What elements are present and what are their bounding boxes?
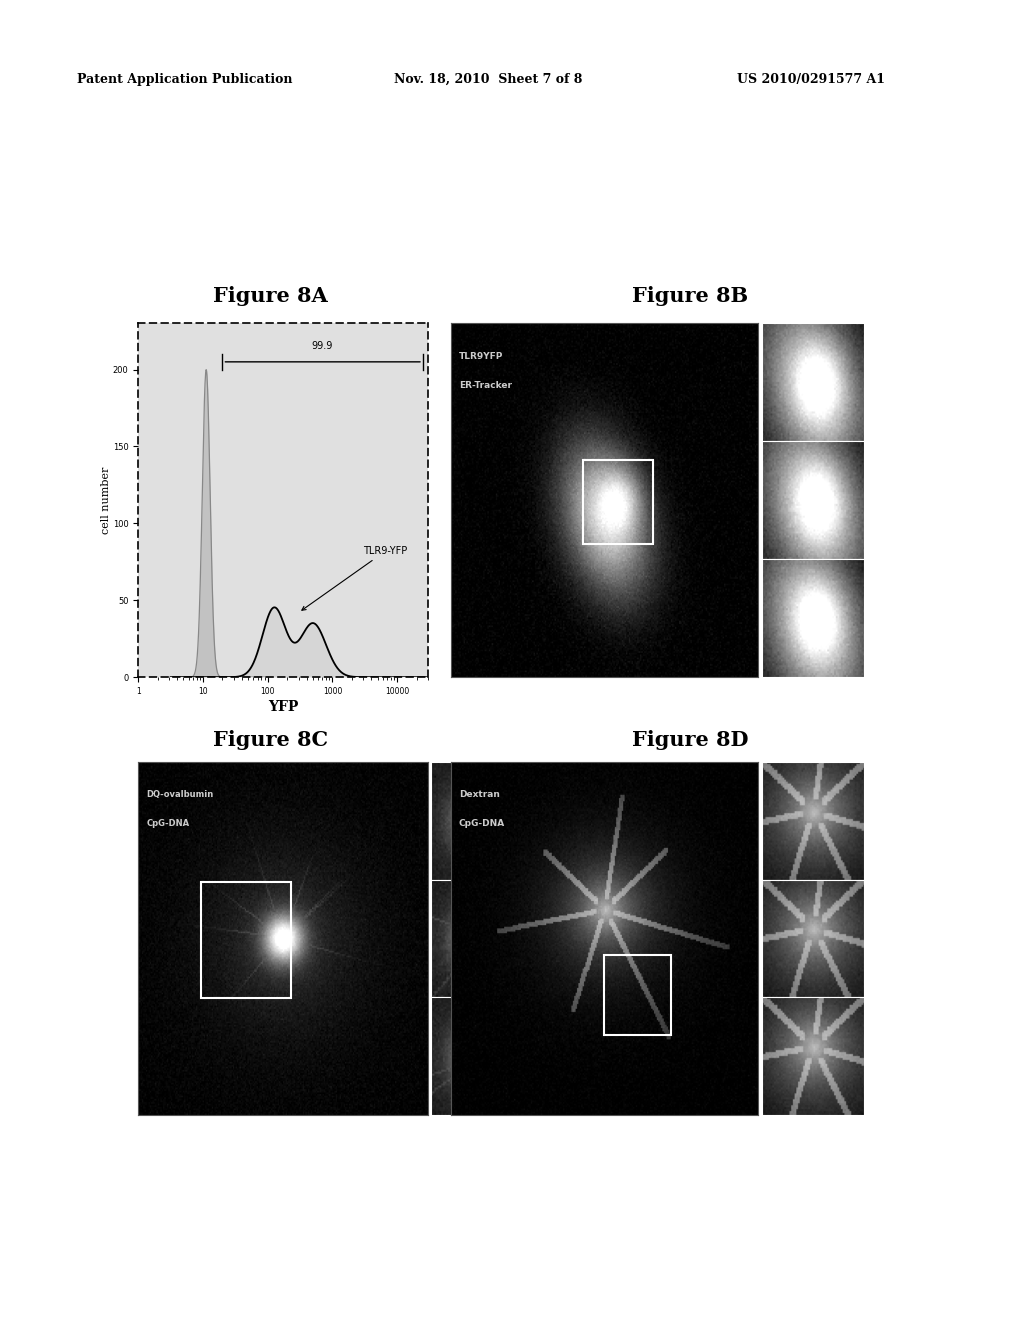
Text: Dextran: Dextran <box>459 789 500 799</box>
Text: Patent Application Publication: Patent Application Publication <box>77 73 292 86</box>
Text: Figure 8C: Figure 8C <box>213 730 328 750</box>
Text: Figure 8D: Figure 8D <box>632 730 749 750</box>
Text: TLR9-YFP: TLR9-YFP <box>302 546 408 610</box>
Bar <box>584 461 653 544</box>
Bar <box>604 954 671 1035</box>
Text: Figure 8B: Figure 8B <box>632 286 749 306</box>
Text: DQ-ovalbumin: DQ-ovalbumin <box>146 789 213 799</box>
X-axis label: YFP: YFP <box>268 700 298 714</box>
Text: US 2010/0291577 A1: US 2010/0291577 A1 <box>737 73 886 86</box>
Y-axis label: cell number: cell number <box>101 466 112 535</box>
Bar <box>202 882 291 998</box>
Text: ER-Tracker: ER-Tracker <box>459 380 512 389</box>
Text: Nov. 18, 2010  Sheet 7 of 8: Nov. 18, 2010 Sheet 7 of 8 <box>394 73 583 86</box>
Text: Figure 8A: Figure 8A <box>213 286 328 306</box>
Text: 99.9: 99.9 <box>311 341 333 351</box>
Text: CpG-DNA: CpG-DNA <box>459 818 505 828</box>
Text: CpG-DNA: CpG-DNA <box>146 818 189 828</box>
Text: TLR9YFP: TLR9YFP <box>459 351 504 360</box>
